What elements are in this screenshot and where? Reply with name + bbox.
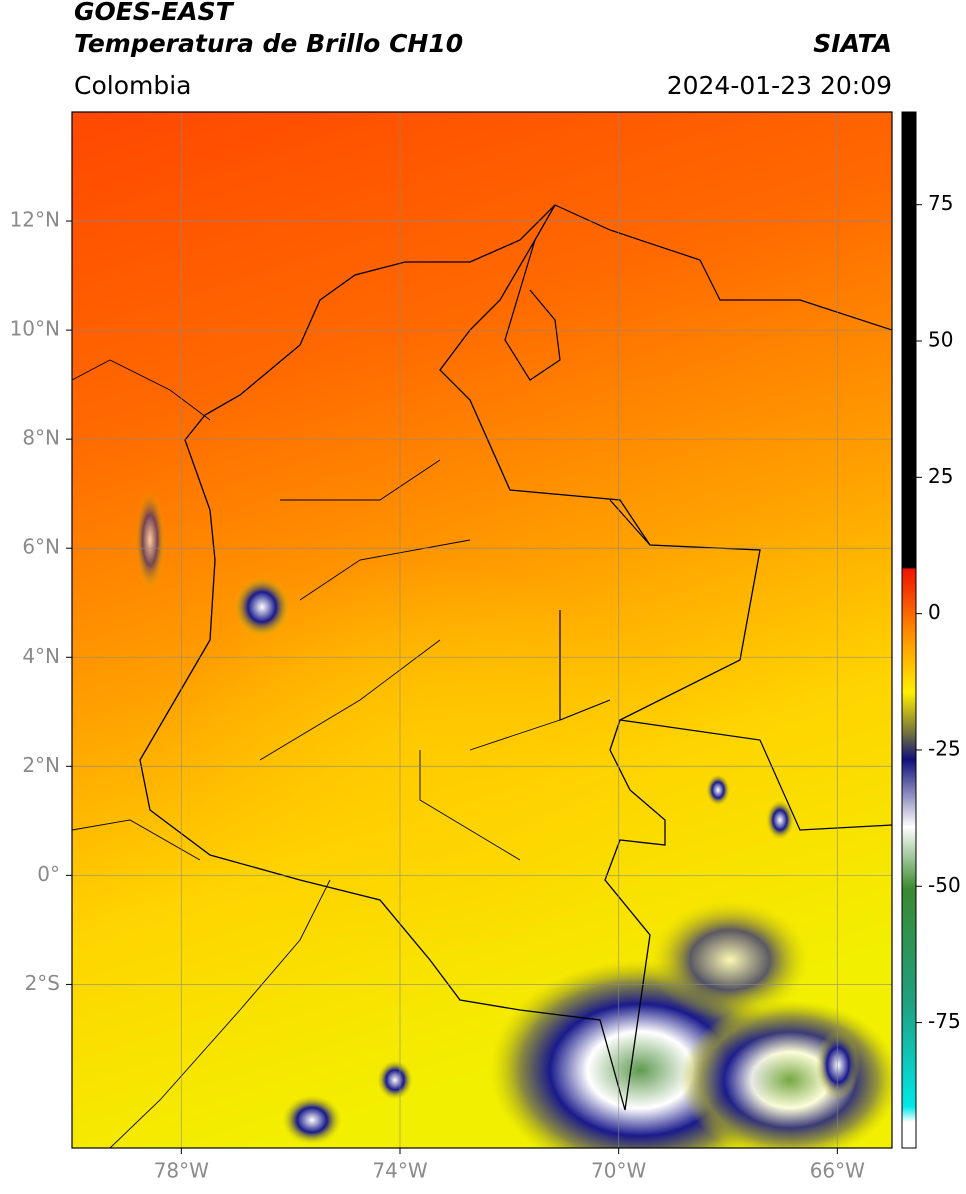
- cloud: [135, 490, 165, 590]
- cloud: [234, 577, 290, 637]
- colorbar: [901, 111, 917, 1149]
- y-tick-label: 2°S: [25, 971, 60, 995]
- x-tick-label: 74°W: [372, 1159, 427, 1183]
- datetime: 2024-01-23 20:09: [667, 71, 892, 100]
- x-tick-label: 66°W: [810, 1159, 865, 1183]
- y-tick-label: 12°N: [10, 208, 60, 232]
- colorbar-tick-label: -25: [928, 736, 961, 760]
- map-image: [72, 112, 892, 1148]
- cloud: [766, 800, 794, 840]
- colorbar-tick-label: 25: [928, 464, 953, 488]
- y-tick-label: 2°N: [22, 753, 60, 777]
- y-tick-label: 4°N: [22, 644, 60, 668]
- cloud: [816, 1030, 860, 1100]
- cloud: [706, 774, 730, 806]
- cloud: [680, 1000, 892, 1148]
- title: GOES-EAST: [74, 0, 235, 26]
- colorbar-tick-label: 50: [928, 328, 953, 352]
- x-tick-label: 70°W: [591, 1159, 646, 1183]
- subtitle: Temperatura de Brillo CH10: [74, 29, 463, 58]
- y-tick-label: 10°N: [10, 317, 60, 341]
- colorbar-tick-label: -75: [928, 1009, 961, 1033]
- colorbar-tick-label: -50: [928, 873, 961, 897]
- country-border: [139, 204, 761, 1111]
- map-frame: [71, 111, 893, 1149]
- cloud: [282, 1095, 342, 1145]
- y-tick-label: 0°: [37, 862, 60, 886]
- cloud: [377, 1060, 413, 1100]
- source: SIATA: [813, 29, 892, 58]
- colorbar-tick-label: 75: [928, 191, 953, 215]
- y-tick-label: 8°N: [22, 426, 60, 450]
- graticule: [72, 112, 892, 1148]
- colorbar-tick-label: 0: [928, 600, 941, 624]
- y-tick-label: 6°N: [22, 535, 60, 559]
- cloud: [650, 900, 810, 1020]
- department-border: [72, 359, 561, 1148]
- x-tick-label: 78°W: [154, 1159, 209, 1183]
- region: Colombia: [74, 71, 191, 100]
